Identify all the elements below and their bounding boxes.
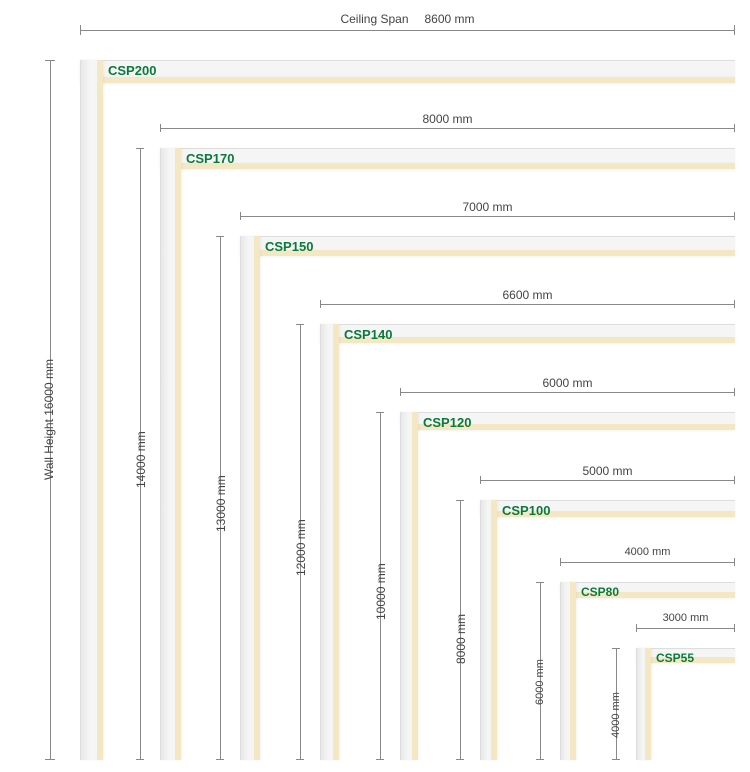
product-label-CSP80: CSP80 — [581, 585, 619, 599]
product-label-CSP200: CSP200 — [108, 63, 156, 78]
product-label-CSP120: CSP120 — [423, 415, 471, 430]
span-dim-label-CSP120: 6000 mm — [400, 376, 735, 390]
height-dim-label-CSP140: 12000 mm — [294, 519, 308, 576]
span-dim-line-CSP80 — [560, 562, 735, 563]
dim-cap — [456, 759, 464, 760]
span-dim-label-CSP100: 5000 mm — [480, 464, 735, 478]
dim-cap — [216, 236, 224, 237]
dim-cap — [376, 759, 384, 760]
product-label-CSP170: CSP170 — [186, 151, 234, 166]
dim-cap — [80, 25, 81, 35]
span-dim-label-CSP140: 6600 mm — [320, 288, 735, 302]
panel-wall-CSP120 — [400, 412, 418, 760]
dim-cap — [636, 624, 637, 632]
panel-ceiling-CSP150 — [240, 236, 735, 256]
height-dim-label-CSP150: 13000 mm — [214, 475, 228, 532]
ceiling-span-label: Ceiling Span 8600 mm — [80, 12, 735, 26]
dim-cap — [136, 759, 144, 760]
dim-cap — [536, 582, 544, 583]
dim-cap — [456, 500, 464, 501]
span-dim-label-CSP80: 4000 mm — [560, 546, 735, 558]
panel-ceiling-CSP200 — [80, 60, 735, 83]
span-dim-line-CSP150 — [240, 216, 735, 217]
panel-wall-CSP150 — [240, 236, 260, 760]
ceiling-span-text: Ceiling Span — [340, 12, 408, 26]
dim-cap — [612, 759, 620, 760]
span-dim-label-CSP55: 3000 mm — [636, 612, 735, 624]
panel-wall-CSP55 — [636, 648, 651, 760]
dim-cap — [136, 148, 144, 149]
panel-wall-CSP140 — [320, 324, 339, 760]
panel-wall-CSP80 — [560, 582, 576, 760]
height-dim-label-CSP80: 6000 mm — [534, 659, 546, 705]
dim-cap — [45, 759, 55, 760]
panel-wall-CSP200 — [80, 60, 103, 760]
span-dim-label-CSP170: 8000 mm — [160, 112, 735, 126]
dim-cap — [376, 412, 384, 413]
dim-cap — [296, 324, 304, 325]
dim-cap — [45, 60, 55, 61]
dim-cap — [296, 759, 304, 760]
panel-span-diagram: Ceiling Span 8600 mm Wall Height 16000 mm C… — [0, 0, 750, 772]
span-dim-line-CSP55 — [636, 628, 735, 629]
span-dim-line-CSP100 — [480, 480, 735, 481]
dim-cap — [216, 759, 224, 760]
dim-cap — [734, 624, 735, 632]
height-dim-label-CSP55: 4000 mm — [610, 692, 622, 738]
dim-cap — [560, 558, 561, 566]
height-dim-label-CSP100: 8000 mm — [454, 614, 468, 664]
span-dim-line-CSP120 — [400, 392, 735, 393]
height-dim-label-CSP170: 14000 mm — [134, 431, 148, 488]
span-dim-line-CSP170 — [160, 128, 735, 129]
panel-wall-CSP170 — [160, 148, 181, 760]
panel-ceiling-CSP170 — [160, 148, 735, 169]
product-label-CSP150: CSP150 — [265, 239, 313, 254]
product-label-CSP100: CSP100 — [502, 503, 550, 518]
product-label-CSP140: CSP140 — [344, 327, 392, 342]
span-dim-label-CSP150: 7000 mm — [240, 200, 735, 214]
span-dim-line-CSP140 — [320, 304, 735, 305]
wall-height-label: Wall Height 16000 mm — [42, 359, 56, 480]
ceiling-span-value: 8600 mm — [425, 12, 475, 26]
dim-cap — [734, 558, 735, 566]
ceiling-span-dim-line — [80, 30, 735, 31]
panel-wall-CSP100 — [480, 500, 497, 760]
dim-cap — [536, 759, 544, 760]
dim-cap — [734, 25, 735, 35]
product-label-CSP55: CSP55 — [656, 651, 694, 665]
dim-cap — [612, 648, 620, 649]
height-dim-label-CSP120: 10000 mm — [374, 563, 388, 620]
